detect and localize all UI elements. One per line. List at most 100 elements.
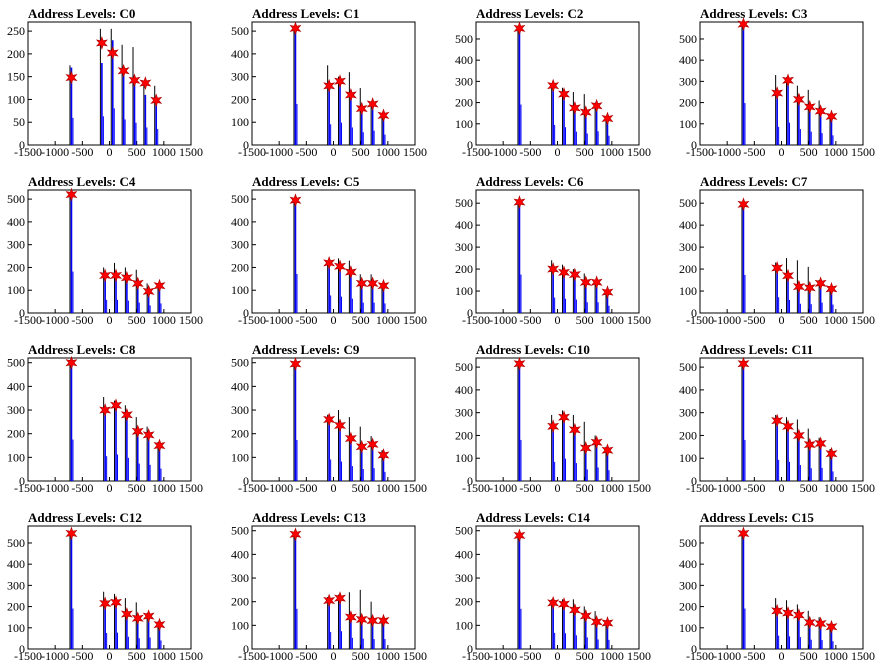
x-tick-label: 1500	[179, 481, 203, 495]
x-tick-label: 1500	[627, 145, 651, 159]
peak-marker-star	[792, 279, 805, 294]
y-tick-label: 500	[455, 196, 473, 210]
x-tick-label: -1000	[489, 145, 517, 159]
x-tick-label: 1000	[824, 145, 848, 159]
y-tick-label: 300	[7, 238, 25, 252]
x-tick-label: -500	[519, 313, 541, 327]
y-tick-label: 200	[7, 47, 25, 61]
peak-marker-star	[558, 410, 571, 425]
peak-marker-star	[814, 436, 827, 451]
x-tick-label: -1500	[686, 481, 714, 495]
x-tick-label: 1000	[600, 313, 624, 327]
peak-marker-star	[825, 281, 838, 296]
plot-frame	[699, 357, 864, 482]
x-tick-label: 1000	[824, 313, 848, 327]
y-tick-label: 200	[455, 96, 473, 110]
y-tick-label: 200	[7, 427, 25, 441]
x-tick-label: 1000	[152, 481, 176, 495]
panel-title: Address Levels: C14	[476, 510, 590, 525]
panel-c3: Address Levels: C30100200300400500-1500-…	[679, 6, 875, 159]
x-tick-label: 1500	[851, 481, 875, 495]
peak-marker-star	[601, 443, 614, 458]
peak-marker-star	[334, 259, 347, 274]
y-tick-label: 500	[679, 196, 697, 210]
panel-title: Address Levels: C0	[28, 6, 135, 21]
x-tick-label: -500	[743, 145, 765, 159]
panel-c8: Address Levels: C80100200300400500-1500-…	[7, 342, 203, 495]
y-tick-label: 100	[7, 283, 25, 297]
panel-c15: Address Levels: C15 0 100 200 300 400 500 -1500…	[679, 510, 875, 663]
y-tick-label: 400	[455, 53, 473, 67]
y-tick-label: 100	[455, 284, 473, 298]
x-tick-label: -500	[295, 649, 317, 663]
x-tick-label: 500	[576, 649, 594, 663]
peak-marker-star	[65, 187, 78, 202]
peak-marker-star	[601, 111, 614, 126]
peak-marker-star	[366, 276, 379, 291]
y-tick-label: 150	[7, 70, 25, 84]
x-tick-label: -500	[71, 649, 93, 663]
panel-title: Address Levels: C5	[252, 174, 360, 189]
x-tick-label: -500	[295, 313, 317, 327]
panel-c6: Address Levels: C60100200300400500-1500-…	[455, 174, 651, 327]
y-tick-label: 250	[7, 24, 25, 38]
y-tick-label: 300	[679, 74, 697, 88]
peak-marker-star	[153, 278, 166, 293]
y-tick-label: 300	[231, 238, 249, 252]
x-tick-label: -1500	[238, 145, 266, 159]
x-tick-label: -500	[71, 481, 93, 495]
x-tick-label: 0	[555, 313, 561, 327]
panel-c9: Address Levels: C90100200300400500-1500-…	[231, 342, 427, 495]
x-tick-label: 1000	[152, 313, 176, 327]
peak-marker-star	[558, 265, 571, 280]
peak-marker-star	[547, 419, 560, 434]
x-tick-label: 0	[331, 313, 337, 327]
peak-marker-star	[289, 527, 302, 542]
y-tick-label: 400	[231, 547, 249, 561]
peak-marker-star	[139, 76, 152, 90]
x-tick-label: -500	[519, 649, 541, 663]
peak-marker-star	[110, 268, 123, 283]
peak-marker-star	[547, 595, 560, 610]
y-tick-label: 500	[231, 524, 249, 538]
plot-frame	[27, 189, 192, 314]
peak-marker-star	[825, 109, 838, 124]
peak-marker-star	[131, 424, 144, 439]
x-tick-label: 1500	[179, 313, 203, 327]
x-tick-label: 0	[555, 481, 561, 495]
x-tick-label: 0	[331, 649, 337, 663]
y-tick-label: 0	[19, 642, 25, 656]
panel-title: Address Levels: C15	[700, 510, 814, 525]
y-tick-label: 400	[455, 218, 473, 232]
plot-frame	[475, 189, 640, 314]
y-tick-label: 500	[231, 24, 249, 38]
peak-marker-star	[590, 435, 603, 450]
peak-marker-star	[737, 526, 750, 541]
peak-marker-star	[737, 197, 750, 212]
peak-marker-star	[513, 356, 526, 371]
peak-marker-star	[110, 595, 123, 610]
y-tick-label: 0	[467, 306, 473, 320]
y-tick-label: 300	[679, 406, 697, 420]
y-tick-label: 400	[231, 47, 249, 61]
peak-marker-star	[344, 87, 357, 102]
y-tick-label: 500	[231, 192, 249, 206]
peak-marker-star	[355, 101, 368, 116]
plot-frame	[27, 21, 192, 146]
y-tick-label: 500	[7, 536, 25, 550]
peak-marker-star	[142, 609, 155, 624]
peak-marker-star	[814, 276, 827, 291]
peak-marker-star	[99, 596, 112, 611]
x-tick-label: 500	[800, 649, 818, 663]
peak-marker-star	[782, 73, 795, 88]
panel-title: Address Levels: C10	[476, 342, 590, 357]
y-tick-label: 0	[243, 306, 249, 320]
y-tick-label: 400	[679, 218, 697, 232]
peak-marker-star	[106, 46, 119, 60]
y-tick-label: 400	[231, 215, 249, 229]
x-tick-label: 500	[352, 649, 370, 663]
peak-marker-star	[568, 100, 581, 115]
peak-marker-star	[771, 261, 784, 275]
x-tick-label: 1000	[824, 649, 848, 663]
x-tick-label: 1000	[600, 649, 624, 663]
